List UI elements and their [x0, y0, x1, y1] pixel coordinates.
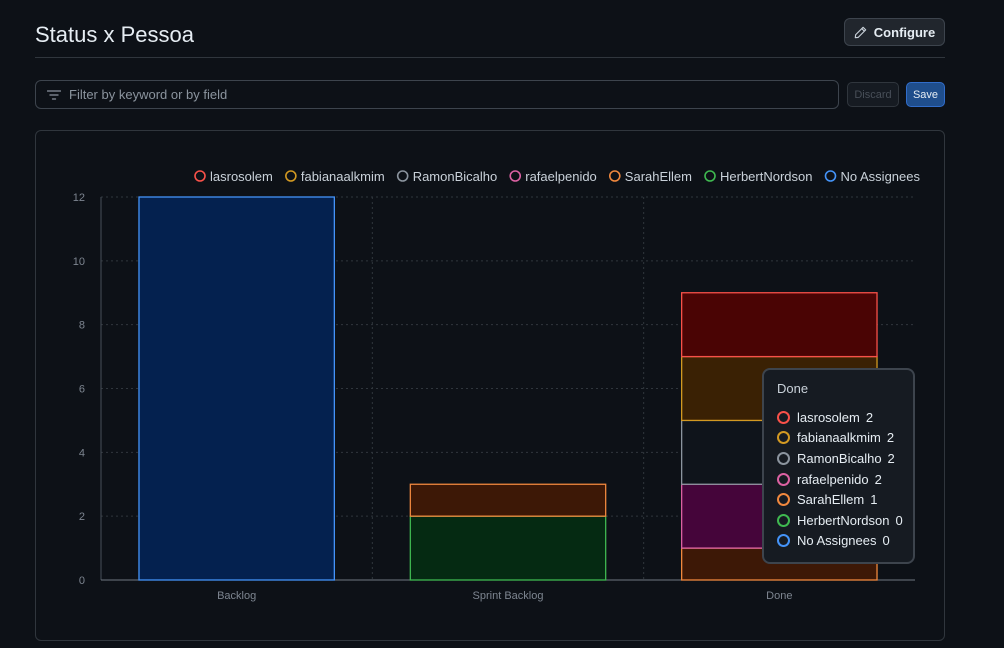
tooltip-row: HerbertNordson 0 — [777, 510, 913, 531]
y-tick-label: 10 — [73, 256, 85, 268]
legend-label: fabianaalkmim — [301, 169, 385, 184]
tooltip-series-value: 2 — [874, 471, 882, 487]
tooltip-marker — [777, 410, 790, 424]
y-tick-label: 4 — [79, 447, 85, 459]
legend-marker — [194, 170, 206, 182]
legend-marker — [824, 170, 837, 182]
y-tick-label: 6 — [79, 384, 85, 396]
y-tick-label: 2 — [79, 511, 85, 523]
tooltip-series-name: No Assignees — [797, 533, 877, 549]
x-tick-label: Sprint Backlog — [473, 590, 544, 602]
tooltip-row: lasrosolem 2 — [777, 407, 913, 428]
legend-label: rafaelpenido — [525, 169, 597, 184]
tooltip-series-name: rafaelpenido — [797, 471, 869, 487]
tooltip-row: fabianaalkmim 2 — [777, 428, 913, 449]
tooltip-row: RamonBicalho 2 — [777, 448, 913, 469]
legend-marker — [285, 170, 297, 182]
tooltip-series-value: 0 — [882, 533, 890, 549]
bar-segment — [409, 515, 607, 581]
tooltip-series-name: HerbertNordson — [797, 512, 890, 528]
tooltip-series-name: RamonBicalho — [797, 450, 882, 466]
filter-box[interactable] — [35, 80, 839, 109]
legend-label: HerbertNordson — [720, 169, 813, 184]
legend-label: RamonBicalho — [413, 169, 498, 184]
tooltip-row: No Assignees 0 — [777, 531, 913, 552]
tooltip-marker — [777, 513, 790, 527]
tooltip-title: Done — [777, 381, 809, 396]
x-tick-label: Done — [766, 590, 792, 602]
tooltip-series-name: lasrosolem — [797, 409, 860, 425]
chart-tooltip: Done lasrosolem 2 fabianaalkmim 2 RamonBical… — [762, 368, 915, 564]
tooltip-marker — [777, 493, 790, 507]
tooltip-marker — [777, 472, 790, 486]
x-tick-label: Backlog — [217, 590, 256, 602]
legend-marker — [509, 170, 522, 182]
filter-input[interactable] — [69, 87, 809, 102]
y-tick-label: 12 — [73, 192, 85, 204]
configure-label: Configure — [873, 24, 936, 40]
bar-segment — [681, 292, 878, 358]
page-title: Status x Pessoa — [35, 22, 194, 47]
header-divider — [35, 57, 945, 58]
tooltip-row: SarahEllem 1 — [777, 489, 913, 510]
legend-label: No Assignees — [841, 169, 921, 184]
tooltip-series-name: fabianaalkmim — [797, 430, 881, 446]
bar-segment — [409, 483, 607, 517]
legend-marker — [396, 170, 409, 182]
tooltip-series-value: 0 — [895, 512, 903, 528]
configure-button[interactable]: Configure — [844, 18, 945, 46]
tooltip-marker — [777, 534, 790, 548]
tooltip-series-name: SarahEllem — [797, 492, 865, 508]
legend-label: SarahEllem — [625, 169, 692, 184]
tooltip-row: rafaelpenido 2 — [777, 469, 913, 490]
pencil-icon — [854, 26, 867, 38]
tooltip-series-value: 2 — [865, 409, 874, 425]
tooltip-marker — [777, 451, 790, 465]
bar-segment — [138, 196, 335, 581]
tooltip-series-value: 2 — [886, 430, 895, 446]
y-tick-label: 8 — [79, 320, 85, 332]
legend-label: lasrosolem — [210, 169, 273, 184]
tooltip-marker — [777, 431, 790, 445]
discard-button[interactable]: Discard — [847, 82, 899, 107]
legend-marker — [608, 170, 621, 182]
legend-marker — [704, 170, 716, 182]
tooltip-series-value: 1 — [870, 492, 878, 508]
save-button[interactable]: Save — [906, 82, 945, 107]
filter-icon — [47, 89, 61, 101]
tooltip-series-value: 2 — [887, 450, 895, 466]
y-tick-label: 0 — [79, 575, 85, 587]
